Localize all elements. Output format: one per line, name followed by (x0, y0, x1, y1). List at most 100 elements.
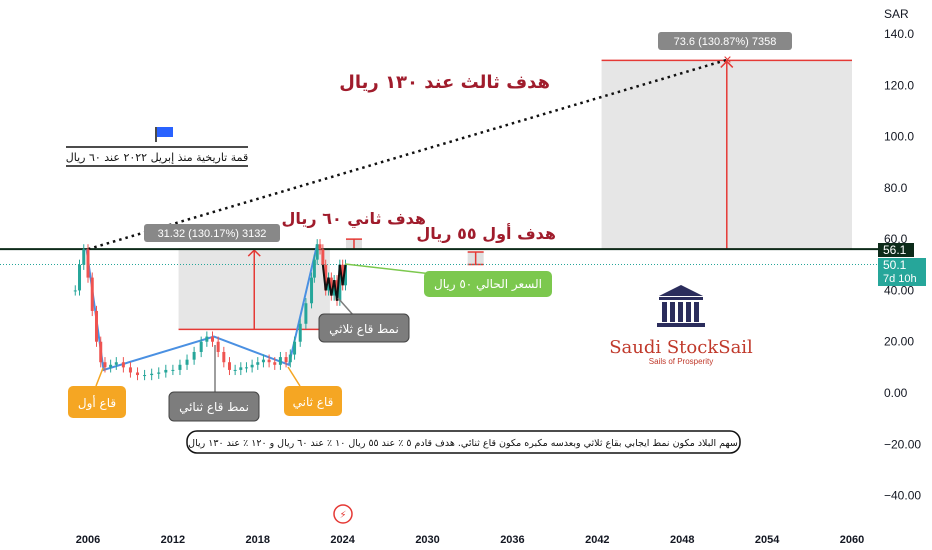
double-bottom-text: نمط قاع ثنائي (179, 400, 249, 414)
candle-body (324, 264, 328, 291)
current-price-pointer (344, 263, 433, 275)
candle-body (244, 367, 248, 369)
y-tick-label: 60.0 (884, 232, 908, 246)
y-tick-label: 20.00 (884, 335, 914, 349)
current-price-callout-text: السعر الحالي ٥٠ ريال (434, 277, 542, 292)
x-tick-label: 2018 (246, 534, 270, 546)
summary-box (186, 430, 741, 454)
y-tick-label: 100.0 (884, 130, 914, 144)
candle-body (341, 264, 345, 286)
historic-high-text: قمة تاريخية منذ إبريل ٢٠٢٢ عند ٦٠ ريال (66, 151, 249, 164)
projection-left-arrowhead (247, 249, 261, 257)
x-tick-label: 2042 (585, 534, 609, 546)
candle-body (109, 364, 113, 368)
candle-body (164, 369, 168, 373)
y-tick-label: 120.0 (884, 78, 914, 92)
bottom2-text: قاع ثاني (293, 395, 334, 409)
candle-body (114, 362, 118, 365)
current-price-tag (878, 258, 926, 286)
trend-line (87, 58, 728, 251)
projection-right-arrowhead (720, 60, 734, 68)
candle-body (211, 336, 215, 342)
candle-body (318, 244, 322, 250)
measure-label-left: 31.32 (130.17%) 3132 (158, 228, 267, 240)
triple-bottom-callout (318, 313, 410, 343)
candle-body (315, 244, 319, 260)
candle-body (90, 277, 94, 311)
candle-body (227, 362, 231, 370)
candle-body (86, 249, 90, 278)
bottom1-callout (68, 386, 126, 418)
target1-bracket (467, 251, 484, 266)
double-bottom-callout (168, 391, 260, 422)
resistance-price-text: 56.1 (883, 243, 907, 257)
candle-body (233, 369, 237, 371)
candle-body (278, 357, 282, 365)
candle-body (94, 310, 98, 342)
candle-body (312, 259, 316, 278)
y-tick-label: −20.00 (884, 437, 921, 451)
candle-body (250, 364, 254, 368)
x-tick-label: 2036 (500, 534, 524, 546)
candle-body (284, 357, 288, 363)
current-price-text: 50.1 (883, 258, 907, 272)
candle-body (103, 362, 107, 368)
flag-icon (157, 127, 173, 137)
y-tick-label: 80.0 (884, 181, 908, 195)
y-tick-label: 140.0 (884, 27, 914, 41)
y-tick-label: 40.00 (884, 283, 914, 297)
candle-body (293, 341, 297, 355)
candle-body (332, 280, 336, 296)
candle-body (288, 354, 292, 363)
candle-body (178, 364, 182, 370)
x-tick-label: 2054 (755, 534, 780, 546)
candle-body (143, 375, 147, 377)
bottom2-callout (284, 386, 342, 416)
lightning-icon: ⚡ (339, 510, 346, 521)
logo-icon (657, 285, 705, 327)
candle-body (73, 290, 77, 292)
candle-body (199, 341, 203, 352)
candle-body (239, 367, 243, 370)
candle-body (99, 341, 103, 363)
x-tick-label: 2024 (330, 534, 355, 546)
candle-body (78, 264, 82, 291)
resistance-price-tag (878, 243, 914, 257)
candle-body (185, 359, 189, 365)
candle-body (121, 362, 125, 368)
candle-body (216, 341, 220, 352)
target1-text: هدف أول ٥٥ ريال (416, 223, 556, 243)
bottom2-pointer (287, 366, 301, 387)
candle-body (338, 264, 342, 301)
event-badge[interactable] (333, 504, 353, 524)
candle-body (150, 373, 154, 376)
measure-label-right-bg (658, 32, 792, 50)
candle-body (343, 264, 347, 286)
target2-text: هدف ثاني ٦٠ ريال (282, 209, 427, 229)
summary-text: سهم البلاد مكون نمط ايجابي بقاع ثلاثي وب… (188, 438, 738, 449)
measure-label-right: 73.6 (130.87%) 7358 (674, 36, 777, 48)
candle-body (205, 336, 209, 342)
y-axis: 140.0 120.0 100.0 80.0 60.0 40.00 20.00 0.00 −20… (884, 27, 921, 503)
candle-body (298, 323, 302, 342)
candle-body (261, 359, 265, 363)
y-tick-label: −40.00 (884, 489, 921, 503)
candle-body (222, 351, 226, 363)
candle-body (267, 359, 271, 363)
current-price-callout (424, 271, 552, 297)
candle-body (128, 367, 132, 373)
candle-body (329, 277, 333, 296)
target3-text: هدف ثالث عند ١٣٠ ريال (339, 72, 550, 93)
candle-body (256, 362, 260, 365)
candle-body (82, 249, 86, 265)
triple-bottom-text: نمط قاع ثلاثي (329, 322, 399, 336)
candle-body (321, 249, 325, 265)
x-tick-label: 2006 (76, 534, 100, 546)
candle-body (310, 277, 314, 304)
logo-tagline: Sails of Prosperity (649, 357, 713, 366)
x-tick-label: 2030 (415, 534, 439, 546)
bottom1-pointer (95, 367, 104, 387)
bottom1-text: قاع أول (78, 395, 116, 411)
candle-body (273, 362, 277, 365)
